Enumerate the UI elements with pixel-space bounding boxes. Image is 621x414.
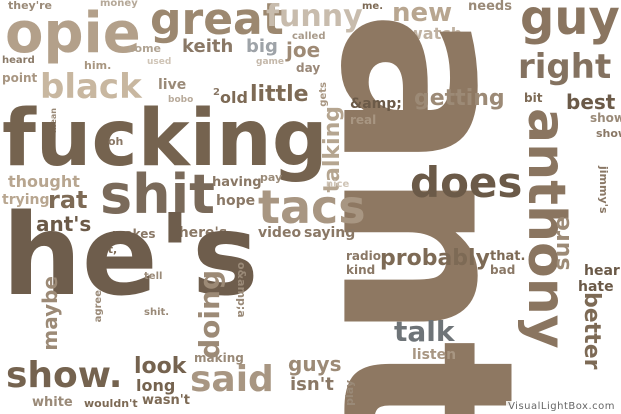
word: look — [134, 354, 187, 379]
word: making — [194, 351, 244, 365]
word: ant's — [36, 212, 92, 236]
word: black — [40, 67, 142, 107]
word: doing — [193, 270, 226, 359]
word: white — [32, 395, 73, 410]
word: opie — [5, 1, 141, 66]
word: jimmy's — [597, 166, 610, 214]
word: wouldn't — [84, 397, 138, 410]
word: wasn't — [142, 393, 190, 408]
word: day — [296, 61, 321, 75]
word: right — [518, 47, 612, 87]
word: does — [410, 158, 523, 207]
word: maybe — [38, 276, 62, 351]
word: little — [250, 82, 309, 107]
word: needs — [468, 0, 512, 14]
word: probably — [380, 246, 490, 271]
word: video — [258, 225, 302, 241]
word: o&amp;a — [235, 262, 248, 318]
word: old — [220, 88, 248, 107]
word: show. — [6, 355, 123, 396]
word: bit — [524, 91, 543, 105]
word: pay — [260, 171, 283, 184]
word: me. — [362, 1, 384, 12]
word: shit — [100, 163, 215, 226]
word: point — [2, 71, 38, 85]
word: him. — [84, 59, 112, 72]
word: 2 — [213, 87, 220, 98]
word: makes — [112, 227, 156, 241]
word: big — [246, 36, 278, 57]
word: said — [190, 359, 274, 400]
word: bobo — [168, 95, 194, 105]
word: bad — [490, 263, 516, 277]
word: game — [256, 57, 284, 67]
word: come — [128, 42, 161, 55]
word: guy — [520, 0, 620, 46]
word: there's — [172, 225, 228, 241]
word: keith — [182, 36, 234, 57]
word: great — [150, 0, 284, 45]
credit-watermark[interactable]: VisualLightBox.com — [506, 401, 617, 412]
word: guys — [288, 352, 342, 376]
word: isn't — [290, 374, 334, 395]
word: hear — [584, 263, 620, 279]
word: long — [136, 376, 176, 395]
word: show, — [590, 111, 621, 125]
word: hope — [216, 193, 256, 209]
word: talk — [394, 315, 455, 348]
word: money — [100, 0, 138, 9]
word: called — [292, 31, 326, 42]
word: getting — [414, 86, 505, 111]
word: trying — [2, 192, 50, 208]
word: sure — [550, 216, 575, 271]
word: it, — [104, 243, 118, 256]
word: oh — [108, 135, 124, 148]
word: having — [212, 175, 262, 190]
word: hate — [578, 279, 614, 295]
word: radio — [346, 249, 381, 263]
word: play — [343, 380, 356, 406]
word: joe — [286, 38, 321, 62]
word: they're — [8, 0, 52, 12]
word: live — [158, 77, 187, 93]
word: tacs — [258, 180, 366, 234]
word: best — [566, 90, 616, 114]
word: rat — [48, 186, 88, 214]
word: fucking — [2, 94, 328, 184]
word: shows — [596, 127, 621, 140]
word: thought — [8, 172, 80, 191]
word: new — [392, 0, 453, 28]
word: better — [579, 292, 604, 370]
word: nice — [326, 179, 350, 190]
word: heard — [2, 55, 35, 66]
word: watch — [408, 24, 463, 43]
word: &amp; — [350, 96, 402, 112]
word: funny — [266, 0, 363, 34]
word: real — [350, 113, 377, 127]
word: he's — [2, 191, 259, 321]
word: shit. — [144, 307, 170, 318]
word: tell — [144, 271, 163, 282]
word: listen — [412, 347, 457, 363]
word: agree — [93, 290, 104, 323]
word: used — [147, 57, 172, 67]
word: saying — [304, 225, 356, 241]
word: kind — [346, 263, 376, 277]
word: that. — [490, 249, 526, 264]
